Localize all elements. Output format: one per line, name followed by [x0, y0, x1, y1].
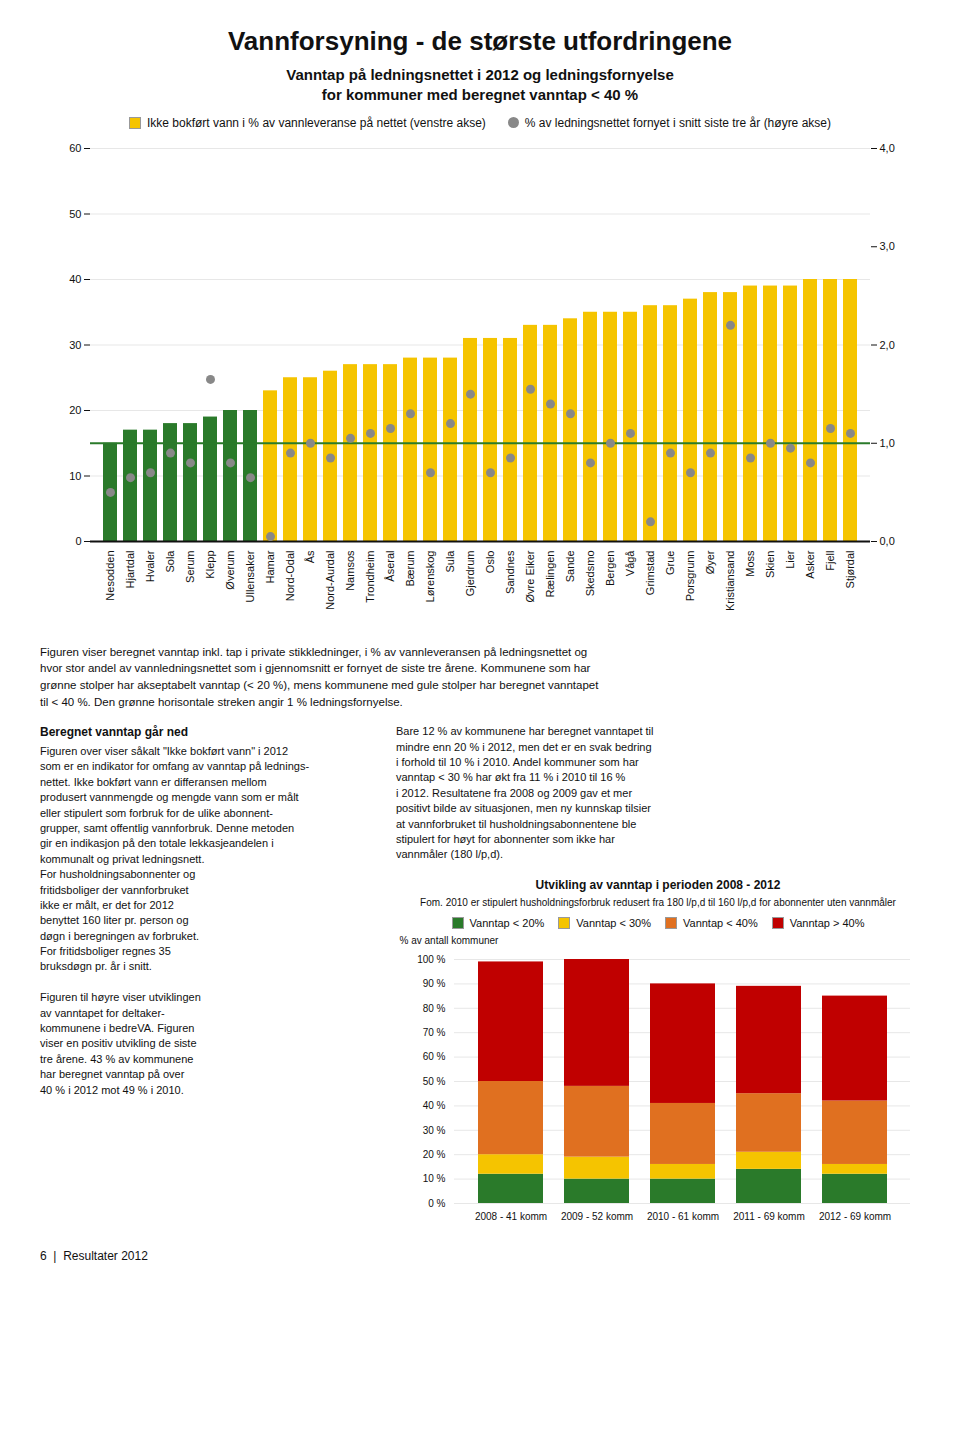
- svg-text:Øyer: Øyer: [704, 550, 716, 574]
- svg-text:Serum: Serum: [184, 550, 196, 582]
- svg-text:Nord-Aurdal: Nord-Aurdal: [324, 550, 336, 609]
- svg-text:2012 - 69 komm: 2012 - 69 komm: [819, 1210, 891, 1221]
- html-text:Utvikling av vanntap i periode: Utvikling av vanntap i perioden 2008 - 2…: [535, 877, 781, 892]
- svg-text:100 %: 100 %: [417, 954, 445, 965]
- svg-text:Fjell: Fjell: [824, 550, 836, 570]
- svg-text:4,0: 4,0: [880, 142, 895, 154]
- svg-text:Øvre Eiker: Øvre Eiker: [524, 550, 536, 602]
- svg-text:80 %: 80 %: [423, 1002, 446, 1013]
- svg-text:Nord-Odal: Nord-Odal: [284, 550, 296, 601]
- svg-text:50: 50: [69, 207, 81, 219]
- svg-text:Lier: Lier: [784, 550, 796, 569]
- html-text:Fom. 2010 er stipulert hushold: Fom. 2010 er stipulert husholdningsforbr…: [420, 896, 896, 908]
- svg-text:50 %: 50 %: [423, 1076, 446, 1087]
- html-text:% av ledningsnettet fornyet i: % av ledningsnettet fornyet i snitt sist…: [524, 115, 831, 130]
- svg-text:Stjørdal: Stjørdal: [844, 550, 856, 588]
- svg-text:Ullensaker: Ullensaker: [244, 550, 256, 602]
- svg-text:20 %: 20 %: [423, 1149, 446, 1160]
- html-text:6 | Resultater 2012: 6 | Resultater 2012: [40, 1248, 148, 1263]
- html-text:Vanntap på ledningsnettet i 20: Vanntap på ledningsnettet i 2012 og ledn…: [286, 66, 674, 104]
- svg-text:Rælingen: Rælingen: [544, 550, 556, 597]
- svg-text:Sula: Sula: [444, 549, 456, 572]
- html-text:Vanntap < 30%: Vanntap < 30%: [576, 916, 651, 929]
- svg-text:Hamar: Hamar: [264, 550, 276, 583]
- svg-text:Skedsmo: Skedsmo: [584, 550, 596, 596]
- html-text:Ikke bokført vann i % av vannl: Ikke bokført vann i % av vannleveranse p…: [147, 115, 486, 130]
- svg-text:0 %: 0 %: [428, 1198, 445, 1209]
- svg-text:30 %: 30 %: [423, 1124, 446, 1135]
- svg-text:90 %: 90 %: [423, 978, 446, 989]
- svg-text:Grimstad: Grimstad: [644, 550, 656, 595]
- svg-text:Gjerdrum: Gjerdrum: [464, 550, 476, 596]
- svg-text:Øverum: Øverum: [224, 550, 236, 589]
- svg-text:Kristiansand: Kristiansand: [724, 550, 736, 611]
- svg-text:Porsgrunn: Porsgrunn: [684, 550, 696, 601]
- svg-text:3,0: 3,0: [880, 240, 895, 252]
- svg-text:Hjartdal: Hjartdal: [124, 550, 136, 588]
- svg-text:Asker: Asker: [804, 550, 816, 578]
- svg-text:Ås: Ås: [304, 550, 316, 563]
- svg-text:Lørenskog: Lørenskog: [424, 550, 436, 602]
- svg-text:0,0: 0,0: [880, 535, 895, 547]
- svg-text:Bergen: Bergen: [604, 550, 616, 585]
- svg-text:40 %: 40 %: [423, 1100, 446, 1111]
- html-text:Vanntap < 20%: Vanntap < 20%: [469, 916, 545, 929]
- svg-text:Nesodden: Nesodden: [104, 550, 116, 600]
- html-text:Vannforsyning - de største utf: Vannforsyning - de største utfordringene: [227, 26, 733, 56]
- svg-text:Sande: Sande: [564, 550, 576, 582]
- html-text:Figuren viser beregnet vanntap: Figuren viser beregnet vanntap inkl. tap…: [40, 645, 599, 708]
- svg-text:Trondheim: Trondheim: [364, 550, 376, 602]
- svg-text:Oslo: Oslo: [484, 550, 496, 573]
- svg-text:70 %: 70 %: [423, 1027, 446, 1038]
- svg-text:10 %: 10 %: [423, 1173, 446, 1184]
- svg-text:2010 - 61 komm: 2010 - 61 komm: [647, 1210, 719, 1221]
- svg-text:Namsos: Namsos: [344, 550, 356, 591]
- svg-text:Bærum: Bærum: [404, 550, 416, 586]
- svg-text:Åseral: Åseral: [384, 550, 396, 581]
- svg-text:60: 60: [69, 142, 81, 154]
- svg-text:Sola: Sola: [164, 549, 176, 572]
- html-text:Beregnet vanntap går ned: Beregnet vanntap går ned: [40, 725, 188, 740]
- svg-text:10: 10: [69, 469, 81, 481]
- html-text:Vanntap < 40%: Vanntap < 40%: [683, 916, 758, 929]
- svg-text:Skien: Skien: [764, 550, 776, 578]
- svg-text:2,0: 2,0: [880, 338, 895, 350]
- svg-text:Klepp: Klepp: [204, 550, 216, 578]
- svg-text:1,0: 1,0: [880, 436, 895, 448]
- svg-text:% av antall kommuner: % av antall kommuner: [400, 934, 500, 945]
- html-text:Figuren over viser såkalt "Ikk: Figuren over viser såkalt "Ikke bokført …: [40, 745, 309, 1096]
- html-text:Bare 12 % av kommunene har ber: Bare 12 % av kommunene har beregnet vann…: [396, 725, 654, 861]
- svg-text:Moss: Moss: [744, 550, 756, 577]
- svg-text:30: 30: [69, 338, 81, 350]
- svg-text:2008 - 41 komm: 2008 - 41 komm: [475, 1210, 547, 1221]
- svg-text:20: 20: [69, 404, 81, 416]
- svg-text:40: 40: [69, 273, 81, 285]
- svg-text:60 %: 60 %: [423, 1051, 446, 1062]
- svg-text:Vågå: Vågå: [624, 549, 636, 576]
- html-text:Vanntap > 40%: Vanntap > 40%: [789, 916, 865, 929]
- svg-text:Hvaler: Hvaler: [144, 550, 156, 582]
- svg-text:Grue: Grue: [664, 550, 676, 574]
- svg-text:2009 - 52 komm: 2009 - 52 komm: [561, 1210, 633, 1221]
- svg-text:Sandnes: Sandnes: [504, 550, 516, 594]
- svg-text:0: 0: [75, 535, 81, 547]
- svg-text:2011 - 69 komm: 2011 - 69 komm: [733, 1210, 805, 1221]
